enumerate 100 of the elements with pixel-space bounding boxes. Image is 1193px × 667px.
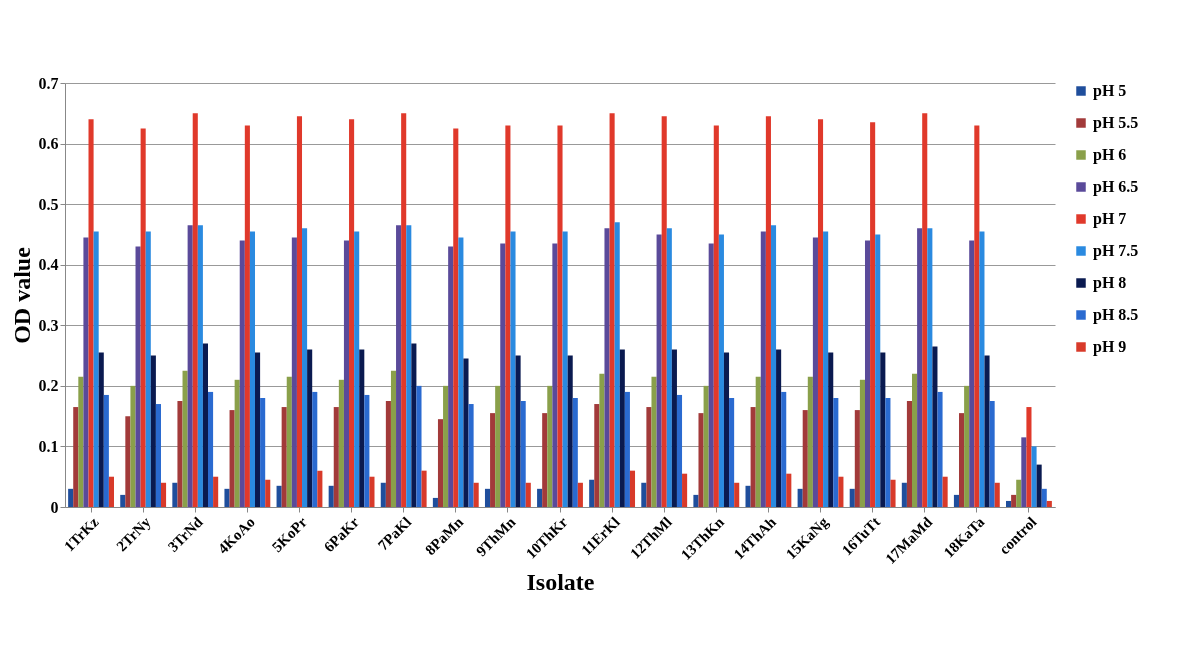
bar xyxy=(760,231,766,507)
bar xyxy=(385,401,391,507)
bar xyxy=(369,476,375,507)
bar xyxy=(78,376,84,507)
bar xyxy=(239,240,245,507)
bar xyxy=(120,494,126,507)
bar xyxy=(937,391,943,507)
bar xyxy=(448,246,454,507)
bar xyxy=(770,225,777,507)
bar xyxy=(641,482,647,507)
bar xyxy=(525,482,531,507)
bar xyxy=(359,349,365,507)
bar xyxy=(234,379,240,507)
bar xyxy=(802,410,808,507)
bar xyxy=(396,225,402,507)
bar xyxy=(651,376,657,507)
bar xyxy=(213,476,219,507)
bar xyxy=(500,243,506,507)
bar xyxy=(68,488,74,507)
legend-label: pH 7.5 xyxy=(1093,242,1139,260)
bar xyxy=(453,128,459,507)
bar xyxy=(604,228,610,507)
bar xyxy=(1046,500,1052,507)
bar xyxy=(307,349,313,507)
bar xyxy=(296,116,303,507)
bar xyxy=(656,234,662,507)
bar xyxy=(693,494,699,507)
bar xyxy=(619,349,625,507)
bar xyxy=(599,373,605,507)
bar xyxy=(849,488,855,507)
bar xyxy=(750,407,756,507)
bar xyxy=(495,385,501,507)
bar xyxy=(458,237,464,507)
bar xyxy=(959,413,965,507)
bar xyxy=(964,385,970,507)
bar xyxy=(312,391,318,507)
y-tick-label: 0.6 xyxy=(38,135,59,153)
bar xyxy=(927,228,933,507)
bar xyxy=(698,413,704,507)
bar xyxy=(838,476,844,507)
bar xyxy=(922,113,928,507)
legend-label: pH 6.5 xyxy=(1093,178,1139,196)
bar xyxy=(515,355,521,507)
bar xyxy=(291,237,297,507)
bar xyxy=(468,404,474,507)
legend-label: pH 5 xyxy=(1093,82,1127,100)
bar xyxy=(145,231,151,507)
bar xyxy=(155,404,161,507)
bar xyxy=(671,349,677,507)
bar xyxy=(401,113,407,507)
bar xyxy=(406,225,412,507)
bar xyxy=(786,473,792,507)
bar xyxy=(208,391,214,507)
bar xyxy=(828,352,834,507)
bar xyxy=(328,485,334,507)
legend-label: pH 6 xyxy=(1093,146,1127,164)
bar xyxy=(1026,407,1032,507)
bar xyxy=(989,401,995,507)
bar xyxy=(906,401,912,507)
bar xyxy=(1011,494,1017,507)
bar xyxy=(255,352,261,507)
bar xyxy=(912,373,918,507)
bar xyxy=(416,385,422,507)
legend-label: pH 8 xyxy=(1093,274,1127,292)
bar xyxy=(864,240,871,507)
bar xyxy=(547,385,553,507)
bar xyxy=(609,113,615,507)
bar xyxy=(202,343,208,507)
bar xyxy=(108,476,114,507)
bar xyxy=(286,376,292,507)
bar xyxy=(88,119,94,507)
bar xyxy=(83,237,89,507)
y-tick-label: 0.5 xyxy=(38,195,59,213)
bar xyxy=(177,401,183,507)
bar xyxy=(890,479,896,507)
bar xyxy=(885,397,891,507)
bar xyxy=(708,243,714,507)
bar xyxy=(276,485,282,507)
bar xyxy=(755,376,761,507)
bar xyxy=(781,391,787,507)
bar xyxy=(974,125,980,507)
bar xyxy=(854,410,860,507)
bar xyxy=(682,473,688,507)
bar xyxy=(265,479,271,507)
bar xyxy=(901,482,907,507)
bar xyxy=(484,488,491,507)
bar xyxy=(765,116,771,507)
bar xyxy=(182,370,188,507)
bar xyxy=(776,349,782,507)
bar xyxy=(364,394,370,507)
y-tick-label: 0 xyxy=(50,498,59,516)
bar xyxy=(577,482,583,507)
bar xyxy=(676,394,683,507)
bar xyxy=(443,385,449,507)
bar xyxy=(734,482,740,507)
bar xyxy=(542,413,548,507)
bar xyxy=(713,125,719,507)
bar xyxy=(880,352,886,507)
bar xyxy=(797,488,803,507)
bar xyxy=(994,482,1000,507)
